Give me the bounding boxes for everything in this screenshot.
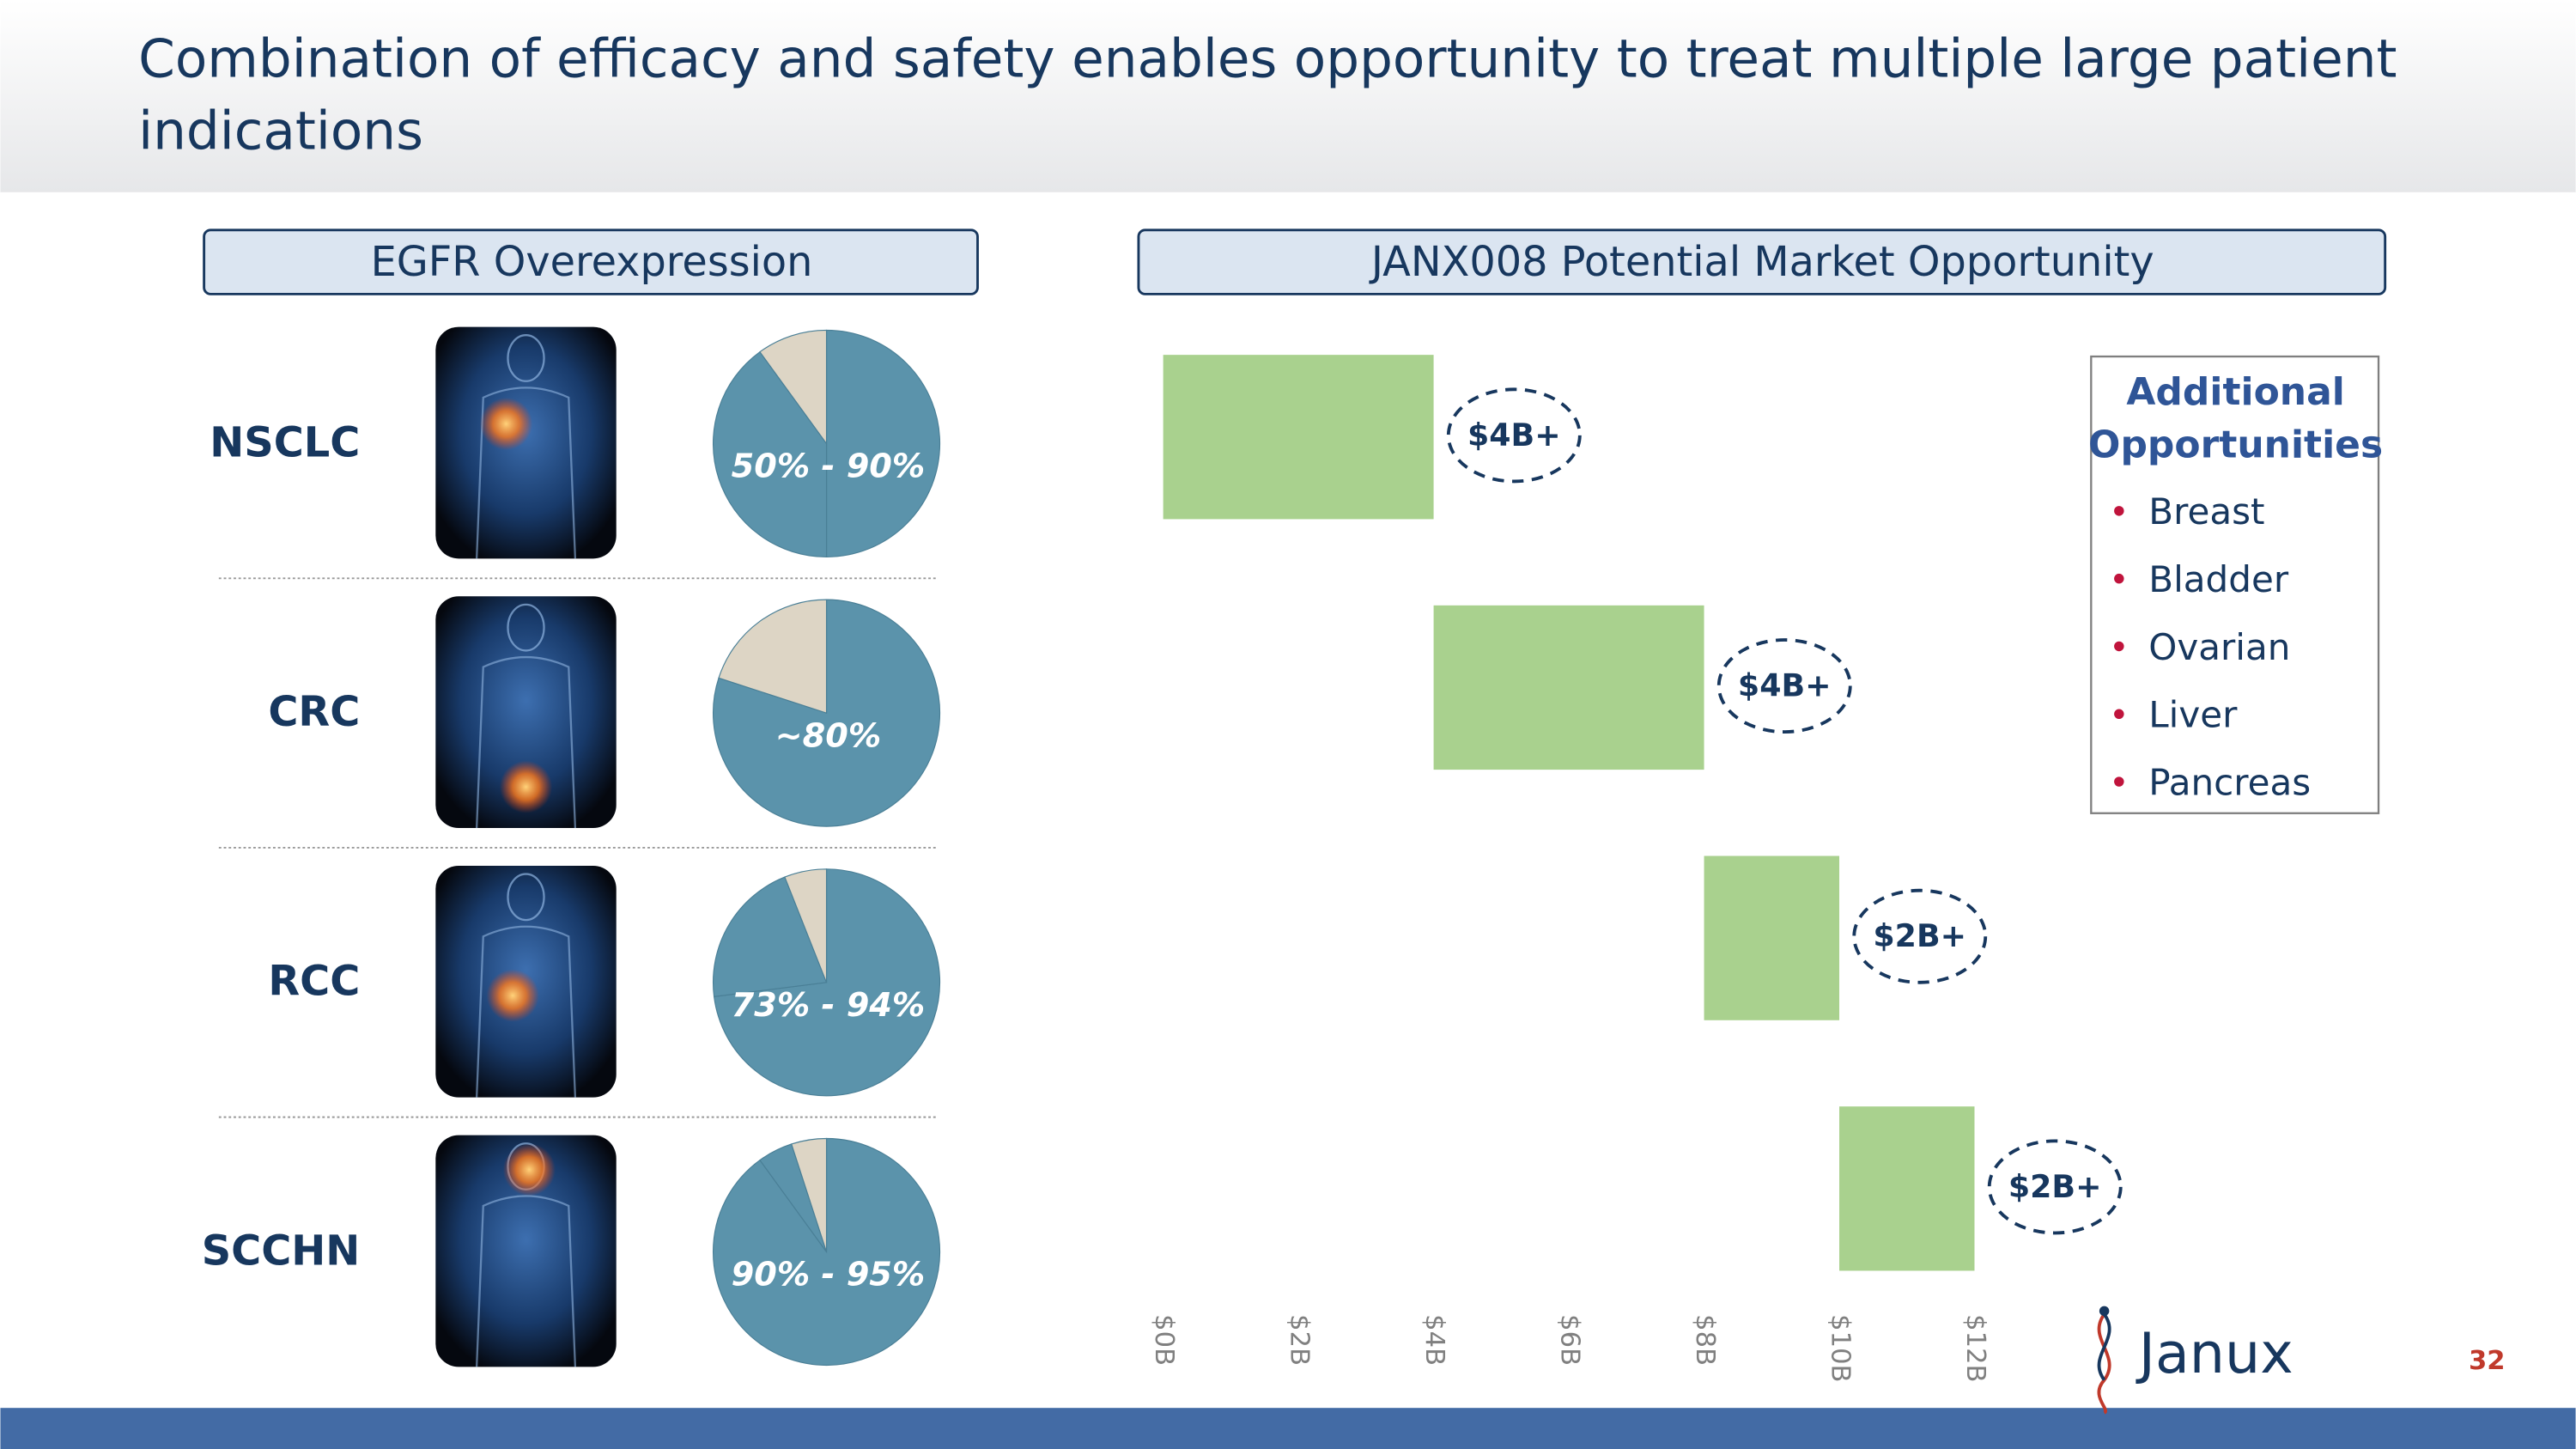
bullet <box>2114 506 2124 516</box>
x-tick-label: $4B <box>1419 1314 1449 1366</box>
bar <box>1163 355 1434 520</box>
pie-slice <box>759 329 828 446</box>
organ-glow <box>486 969 539 1022</box>
x-tick-label: $8B <box>1690 1314 1720 1366</box>
x-tick-label: $0B <box>1149 1314 1179 1366</box>
organ-glow <box>499 760 553 813</box>
header-band <box>0 0 2576 192</box>
pie-label: 73% - 94% <box>732 986 926 1025</box>
page-number: 32 <box>2469 1346 2506 1376</box>
additional-item: Ovarian <box>2148 626 2290 668</box>
body-outline <box>507 873 545 922</box>
pie-slice <box>718 599 828 714</box>
organ-glow <box>479 397 533 451</box>
x-tick-label: $10B <box>1826 1314 1856 1382</box>
anatomy-image <box>435 596 617 828</box>
additional-title: Additional <box>2126 370 2344 414</box>
x-tick-label: $2B <box>1285 1314 1315 1366</box>
logo-icon <box>2097 1306 2111 1415</box>
title-line: Combination of efficacy and safety enabl… <box>138 28 2397 89</box>
value-bubble <box>1716 638 1852 734</box>
pie-slice <box>712 350 828 557</box>
additional-item: Liver <box>2148 694 2238 736</box>
value-bubble <box>1446 387 1582 484</box>
anatomy-image <box>435 1135 617 1367</box>
additional-item: Bladder <box>2148 558 2289 600</box>
row-label: CRC <box>268 689 360 736</box>
value-bubble <box>1987 1139 2123 1235</box>
bullet <box>2114 776 2124 787</box>
body-outline <box>475 925 577 1098</box>
bullet <box>2114 641 2124 652</box>
logo: Janux <box>2136 1322 2293 1386</box>
additional-item: Breast <box>2148 490 2264 533</box>
value-bubble <box>1852 888 1988 984</box>
value-label: $2B+ <box>1873 917 1966 954</box>
additional-title: Opportunities <box>2088 423 2383 466</box>
bar <box>1433 605 1704 770</box>
additional-box <box>2090 355 2380 814</box>
row-label: SCCHN <box>202 1227 361 1275</box>
bar <box>1839 1106 1975 1271</box>
pie-slice <box>825 329 941 557</box>
bullet <box>2114 709 2124 719</box>
pie-slice <box>712 876 828 997</box>
bar <box>1704 855 1840 1020</box>
value-label: $4B+ <box>1738 667 1832 703</box>
chart-heading-box <box>1137 228 2387 295</box>
organ-glow <box>502 1143 556 1196</box>
title-line: indications <box>138 100 423 161</box>
row-label: RCC <box>268 959 360 1006</box>
pie-slice <box>784 868 828 983</box>
chart-title: JANX008 Potential Market Opportunity <box>1369 239 2154 286</box>
row-label: NSCLC <box>210 419 360 466</box>
value-label: $2B+ <box>2008 1168 2102 1205</box>
body-outline <box>475 1195 577 1367</box>
x-tick-label: $12B <box>1960 1314 1990 1382</box>
pie-label: ~80% <box>775 716 882 755</box>
pie-slice <box>791 1137 828 1252</box>
x-tick-label: $6B <box>1555 1314 1585 1366</box>
additional-item: Pancreas <box>2148 761 2311 803</box>
body-outline <box>507 334 545 382</box>
panel-heading: EGFR Overexpression <box>371 239 813 286</box>
footer-bar <box>0 1408 2576 1449</box>
bullet <box>2114 573 2124 584</box>
body-outline <box>475 387 577 559</box>
pie-label: 50% - 90% <box>732 447 926 486</box>
panel-heading-box <box>203 228 979 295</box>
anatomy-image <box>435 326 617 559</box>
body-outline <box>507 603 545 652</box>
pie-label: 90% - 95% <box>732 1256 926 1294</box>
value-label: $4B+ <box>1467 417 1561 454</box>
body-outline <box>475 656 577 829</box>
